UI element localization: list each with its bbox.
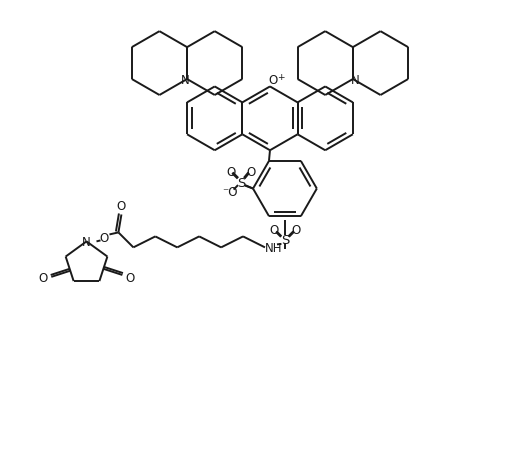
Text: +: + [277,73,285,82]
Text: O: O [291,224,301,237]
Text: O: O [100,232,109,244]
Text: O: O [39,271,48,284]
Text: O: O [226,165,235,178]
Text: O: O [126,271,134,284]
Text: O: O [269,224,279,237]
Text: O: O [117,200,126,213]
Text: S: S [281,233,289,246]
Text: NH: NH [265,241,283,254]
Text: S: S [237,176,245,189]
Text: N: N [181,73,189,86]
Text: O: O [268,74,278,87]
Text: O: O [246,165,256,178]
Text: N: N [350,73,359,86]
Text: N: N [82,235,91,248]
Text: ⁻O: ⁻O [222,185,238,198]
